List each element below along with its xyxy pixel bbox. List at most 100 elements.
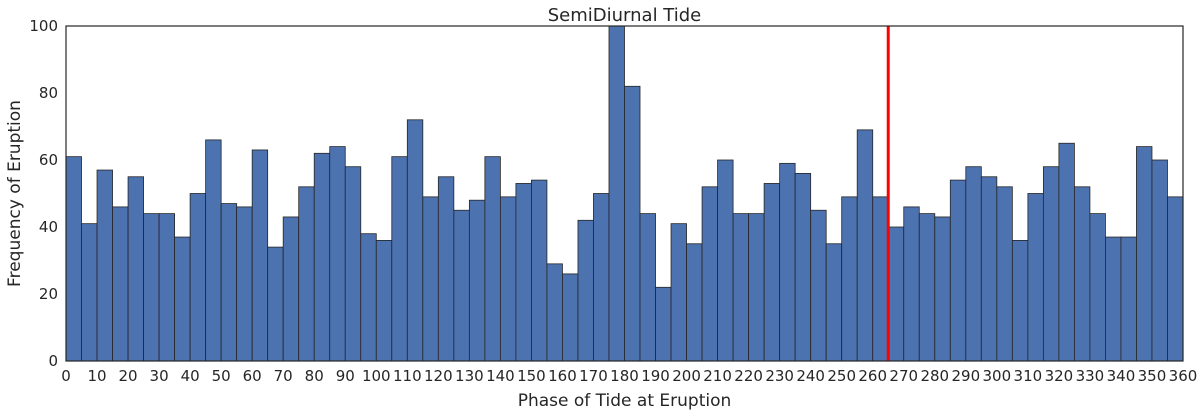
x-tick-label: 300 [983, 367, 1012, 385]
histogram-bar [872, 196, 889, 362]
histogram-bar [391, 156, 408, 362]
histogram-bar [701, 186, 718, 362]
x-tick-label: 220 [734, 367, 763, 385]
x-tick-label: 160 [548, 367, 577, 385]
histogram-bar [887, 226, 905, 362]
x-tick-label: 260 [858, 367, 887, 385]
y-tick-label: 0 [48, 352, 58, 370]
histogram-bar [1089, 213, 1106, 362]
histogram-bar [468, 199, 486, 362]
histogram-bar [1151, 159, 1168, 362]
histogram-bar [220, 203, 238, 362]
y-axis-label: Frequency of Eruption [5, 100, 25, 287]
x-tick-label: 120 [424, 367, 453, 385]
histogram-bar [608, 25, 625, 362]
histogram-bar [794, 172, 812, 362]
histogram-bar [1042, 166, 1060, 362]
histogram-bar [1058, 142, 1075, 362]
x-tick-label: 20 [119, 367, 138, 385]
histogram-bar [267, 246, 284, 362]
histogram-bar [484, 156, 501, 362]
x-tick-label: 230 [765, 367, 794, 385]
histogram-bar [329, 146, 346, 362]
histogram-bar [546, 263, 563, 362]
chart-title: SemiDiurnal Tide [548, 5, 702, 26]
histogram-bar [748, 213, 765, 362]
histogram-bar [655, 286, 672, 362]
histogram-bar [918, 213, 936, 362]
histogram-bar [639, 213, 656, 362]
histogram-bar [562, 273, 579, 362]
histogram-bar [174, 236, 191, 362]
histogram-bar [779, 162, 796, 362]
y-axis-ticks: 0 20 40 60 80 100 [29, 17, 58, 370]
x-tick-label: 280 [920, 367, 949, 385]
x-tick-label: 360 [1169, 367, 1198, 385]
histogram-bar [499, 196, 517, 362]
histogram-bar [1027, 193, 1044, 362]
x-tick-label: 10 [87, 367, 106, 385]
histogram-bar [577, 219, 594, 362]
x-tick-label: 80 [305, 367, 324, 385]
histogram-bar [949, 179, 967, 362]
x-tick-label: 200 [672, 367, 701, 385]
x-tick-label: 60 [243, 367, 262, 385]
histogram-bar [856, 129, 874, 362]
x-tick-label: 340 [1107, 367, 1136, 385]
histogram-bar [1074, 186, 1091, 362]
x-tick-label: 30 [150, 367, 169, 385]
histogram-bar [980, 176, 998, 362]
histogram-bar [515, 183, 532, 362]
x-tick-label: 170 [579, 367, 608, 385]
x-axis-label: Phase of Tide at Eruption [518, 391, 732, 411]
histogram-bar [1011, 239, 1029, 362]
x-tick-label: 270 [889, 367, 918, 385]
histogram-bar [143, 213, 160, 362]
y-tick-label: 60 [39, 151, 58, 169]
histogram-bar [686, 243, 703, 362]
histogram-bar [1167, 196, 1184, 362]
histogram-bar [810, 209, 827, 362]
y-tick-label: 20 [39, 285, 58, 303]
x-tick-label: 210 [703, 367, 732, 385]
histogram-bar [1136, 146, 1153, 362]
histogram-bar [344, 166, 362, 362]
histogram-bar [763, 183, 781, 362]
y-tick-label: 80 [39, 84, 58, 102]
x-tick-label: 180 [610, 367, 639, 385]
histogram-bar [127, 176, 144, 362]
x-tick-label: 310 [1014, 367, 1043, 385]
x-tick-label: 130 [455, 367, 484, 385]
histogram-bar [841, 196, 858, 362]
histogram-bar [934, 216, 951, 362]
plot-frame [65, 25, 1184, 362]
histogram-bar [422, 196, 439, 362]
histogram-bar [205, 139, 222, 362]
histogram-bar [996, 186, 1013, 362]
histogram-bar [593, 193, 610, 362]
histogram-bar [236, 206, 253, 362]
histogram-bar [624, 85, 641, 362]
histogram-bar [282, 216, 300, 362]
x-tick-label: 330 [1076, 367, 1105, 385]
histogram-bar [531, 179, 548, 362]
x-tick-label: 110 [393, 367, 422, 385]
y-tick-label: 40 [39, 218, 58, 236]
x-tick-label: 140 [486, 367, 515, 385]
histogram-bar [298, 186, 315, 362]
x-tick-label: 0 [61, 367, 71, 385]
histogram-bar [375, 239, 393, 362]
x-tick-label: 150 [517, 367, 546, 385]
histogram-bar [1105, 236, 1122, 362]
histogram-bar [251, 149, 269, 362]
histogram-bar [670, 223, 687, 362]
bars-layer [65, 25, 1184, 362]
histogram-bar [717, 159, 734, 362]
x-tick-label: 40 [181, 367, 200, 385]
histogram-bar [437, 176, 455, 362]
histogram-bar [65, 156, 82, 362]
histogram-bar [825, 243, 843, 362]
x-tick-label: 320 [1045, 367, 1074, 385]
